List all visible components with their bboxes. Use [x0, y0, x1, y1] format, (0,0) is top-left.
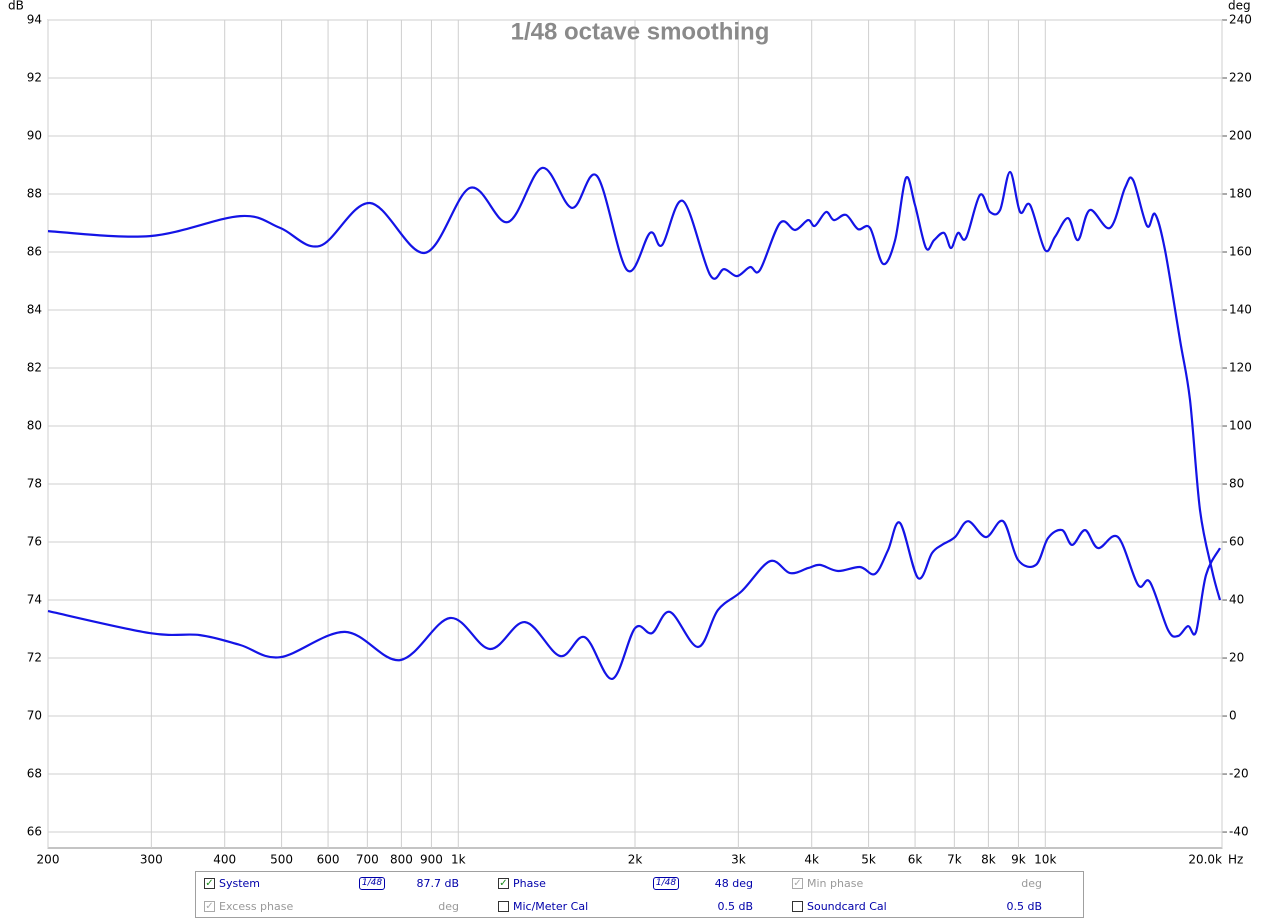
y2-tick-label: -40	[1229, 825, 1249, 839]
y2-tick-label: 80	[1229, 477, 1244, 491]
y2-tick-label: -20	[1229, 767, 1249, 781]
y-tick-label: 78	[27, 477, 42, 491]
y-tick-label: 68	[27, 767, 42, 781]
x-tick-label: 2k	[628, 853, 643, 867]
control: ✓ Excess phase deg	[204, 899, 474, 915]
y2-tick-label: 200	[1229, 129, 1252, 143]
checkbox: ✓	[792, 878, 803, 889]
smoothing-button[interactable]: 1/48	[359, 877, 385, 890]
x-tick-label: 500	[270, 853, 293, 867]
x-tick-label: 10k	[1034, 853, 1056, 867]
y-tick-label: 74	[27, 593, 42, 607]
y-tick-label: 72	[27, 651, 42, 665]
control-panel: ✓ System 1/48 87.7 dB ✓ Phase 1/48 48 deg ✓ Min p…	[195, 871, 1084, 918]
control-label: Excess phase	[219, 900, 294, 913]
y2-tick-label: 60	[1229, 535, 1244, 549]
y-tick-label: 70	[27, 709, 42, 723]
control-label: Phase	[513, 877, 546, 890]
control: ✓ Phase 1/48 48 deg	[498, 876, 768, 892]
control: ✓ System 1/48 87.7 dB	[204, 876, 474, 892]
checkbox: ✓	[204, 901, 215, 912]
control-label: Min phase	[807, 877, 864, 890]
control: ✓ Min phase deg	[792, 876, 1062, 892]
grid: 66 68 70 72 74 76 78 80 82 84 86 88 90 92 94 -40 -20 0 20 4…	[27, 13, 1252, 867]
x-tick-label: 600	[317, 853, 340, 867]
y2-tick-label: 120	[1229, 361, 1252, 375]
checkbox[interactable]	[498, 901, 509, 912]
control: Mic/Meter Cal 0.5 dB	[498, 899, 768, 915]
checkbox[interactable]: ✓	[204, 878, 215, 889]
control-value: 0.5 dB	[717, 900, 753, 913]
x-tick-label: 300	[140, 853, 163, 867]
control-value: 48 deg	[714, 877, 753, 890]
control-value: 87.7 dB	[416, 877, 459, 890]
x-tick-label: 4k	[804, 853, 819, 867]
series-line	[47, 166, 1222, 601]
control-label: Mic/Meter Cal	[513, 900, 589, 913]
x-tick-label: 6k	[908, 853, 923, 867]
x-tick-label: 1k	[451, 853, 466, 867]
x-tick-label: 900	[420, 853, 443, 867]
chart: dB deg Hz 66 68 70 72 74 76 78 80 82 84 86 88 90 92 94…	[8, 0, 1252, 867]
y-tick-label: 90	[27, 129, 42, 143]
x-tick-label: 8k	[981, 853, 996, 867]
control: Soundcard Cal 0.5 dB	[792, 899, 1062, 915]
y-tick-label: 80	[27, 419, 42, 433]
checkbox[interactable]	[792, 901, 803, 912]
x-axis-label: Hz	[1228, 853, 1243, 867]
chart-title: 1/48 octave smoothing	[511, 18, 770, 45]
y2-tick-label: 40	[1229, 593, 1244, 607]
y2-tick-label: 240	[1229, 13, 1252, 27]
smoothing-button[interactable]: 1/48	[653, 877, 679, 890]
control-value: 0.5 dB	[1006, 900, 1042, 913]
y-tick-label: 76	[27, 535, 42, 549]
y2-tick-label: 140	[1229, 303, 1252, 317]
y-tick-label: 88	[27, 187, 42, 201]
checkbox[interactable]: ✓	[498, 878, 509, 889]
y2-tick-label: 0	[1229, 709, 1237, 723]
x-tick-label: 800	[390, 853, 413, 867]
y2-tick-label: 220	[1229, 71, 1252, 85]
x-tick-label: 400	[213, 853, 236, 867]
y2-tick-label: 180	[1229, 187, 1252, 201]
control-value: deg	[1021, 877, 1042, 890]
marks	[47, 166, 1222, 680]
x-tick-label: 9k	[1011, 853, 1026, 867]
series-line	[47, 519, 1221, 680]
control-value: deg	[438, 900, 459, 913]
y2-tick-label: 160	[1229, 245, 1252, 259]
control-label: Soundcard Cal	[807, 900, 887, 913]
x-tick-label: 200	[37, 853, 60, 867]
x-tick-label: 3k	[731, 853, 746, 867]
x-tick-label: 700	[356, 853, 379, 867]
y2-tick-label: 20	[1229, 651, 1244, 665]
y2-axis-label: deg	[1228, 0, 1251, 13]
y-tick-label: 92	[27, 71, 42, 85]
y-tick-label: 82	[27, 361, 42, 375]
y-tick-label: 94	[27, 13, 42, 27]
y2-tick-label: 100	[1229, 419, 1252, 433]
control-label: System	[219, 877, 261, 890]
y-axis-label: dB	[8, 0, 24, 13]
y-tick-label: 86	[27, 245, 42, 259]
x-tick-label: 5k	[861, 853, 876, 867]
y-tick-label: 66	[27, 825, 42, 839]
x-tick-label: 7k	[947, 853, 962, 867]
x-tick-label: 20.0k	[1188, 853, 1222, 867]
y-tick-label: 84	[27, 303, 42, 317]
